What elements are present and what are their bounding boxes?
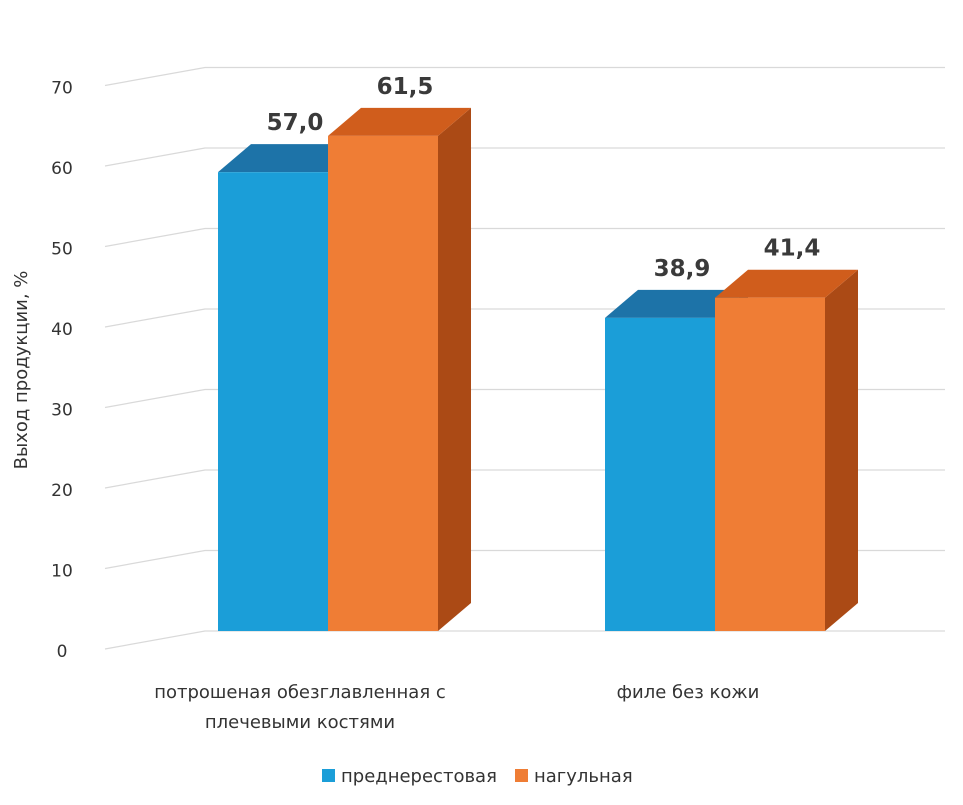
data-label: 41,4 xyxy=(764,236,821,262)
gridline xyxy=(104,227,945,248)
y-tick-label: 20 xyxy=(51,481,73,501)
bar xyxy=(328,107,471,632)
x-axis-categories: потрошеная обезглавленная с плечевыми кос… xyxy=(154,682,759,733)
y-axis-ticks: 0 10 20 30 40 50 60 70 xyxy=(51,79,73,663)
x-category-label: филе без кожи xyxy=(617,682,760,703)
legend-swatch xyxy=(515,769,528,782)
legend-swatch xyxy=(322,769,335,782)
gridline xyxy=(104,630,945,650)
data-labels: 57,0 61,5 38,9 41,4 xyxy=(267,74,821,282)
bar-side xyxy=(438,107,471,632)
bar-front xyxy=(715,297,825,631)
gridline xyxy=(104,66,945,87)
y-tick-label: 30 xyxy=(51,401,73,421)
y-tick-label: 40 xyxy=(51,320,73,340)
bar-front xyxy=(218,172,328,631)
x-category-label: потрошеная обезглавленная с плечевыми кос… xyxy=(154,682,446,733)
bar xyxy=(715,269,858,631)
gridline xyxy=(104,147,945,167)
y-tick-label: 60 xyxy=(51,159,73,179)
bar-top xyxy=(328,107,471,136)
bar-front xyxy=(605,317,715,631)
legend-item: нагульная xyxy=(515,766,633,787)
y-tick-label: 70 xyxy=(51,79,73,99)
legend-label: преднерестовая xyxy=(341,766,497,787)
legend-item: преднерестовая xyxy=(322,766,497,787)
data-label: 57,0 xyxy=(267,110,324,136)
y-axis-title: Выход продукции, % xyxy=(11,271,32,470)
data-label: 61,5 xyxy=(377,74,434,100)
legend: преднерестовая нагульная xyxy=(322,766,633,787)
y-tick-label: 10 xyxy=(51,562,73,582)
bar-top xyxy=(605,289,748,318)
bar-top xyxy=(218,144,361,173)
bar-top xyxy=(715,269,858,298)
bar-side xyxy=(825,269,858,631)
bar-front xyxy=(328,135,438,632)
gridlines xyxy=(104,66,945,650)
data-label: 38,9 xyxy=(654,256,711,282)
y-tick-label: 0 xyxy=(57,642,68,662)
y-tick-label: 50 xyxy=(51,240,73,260)
bars xyxy=(218,107,858,632)
legend-label: нагульная xyxy=(534,766,633,787)
